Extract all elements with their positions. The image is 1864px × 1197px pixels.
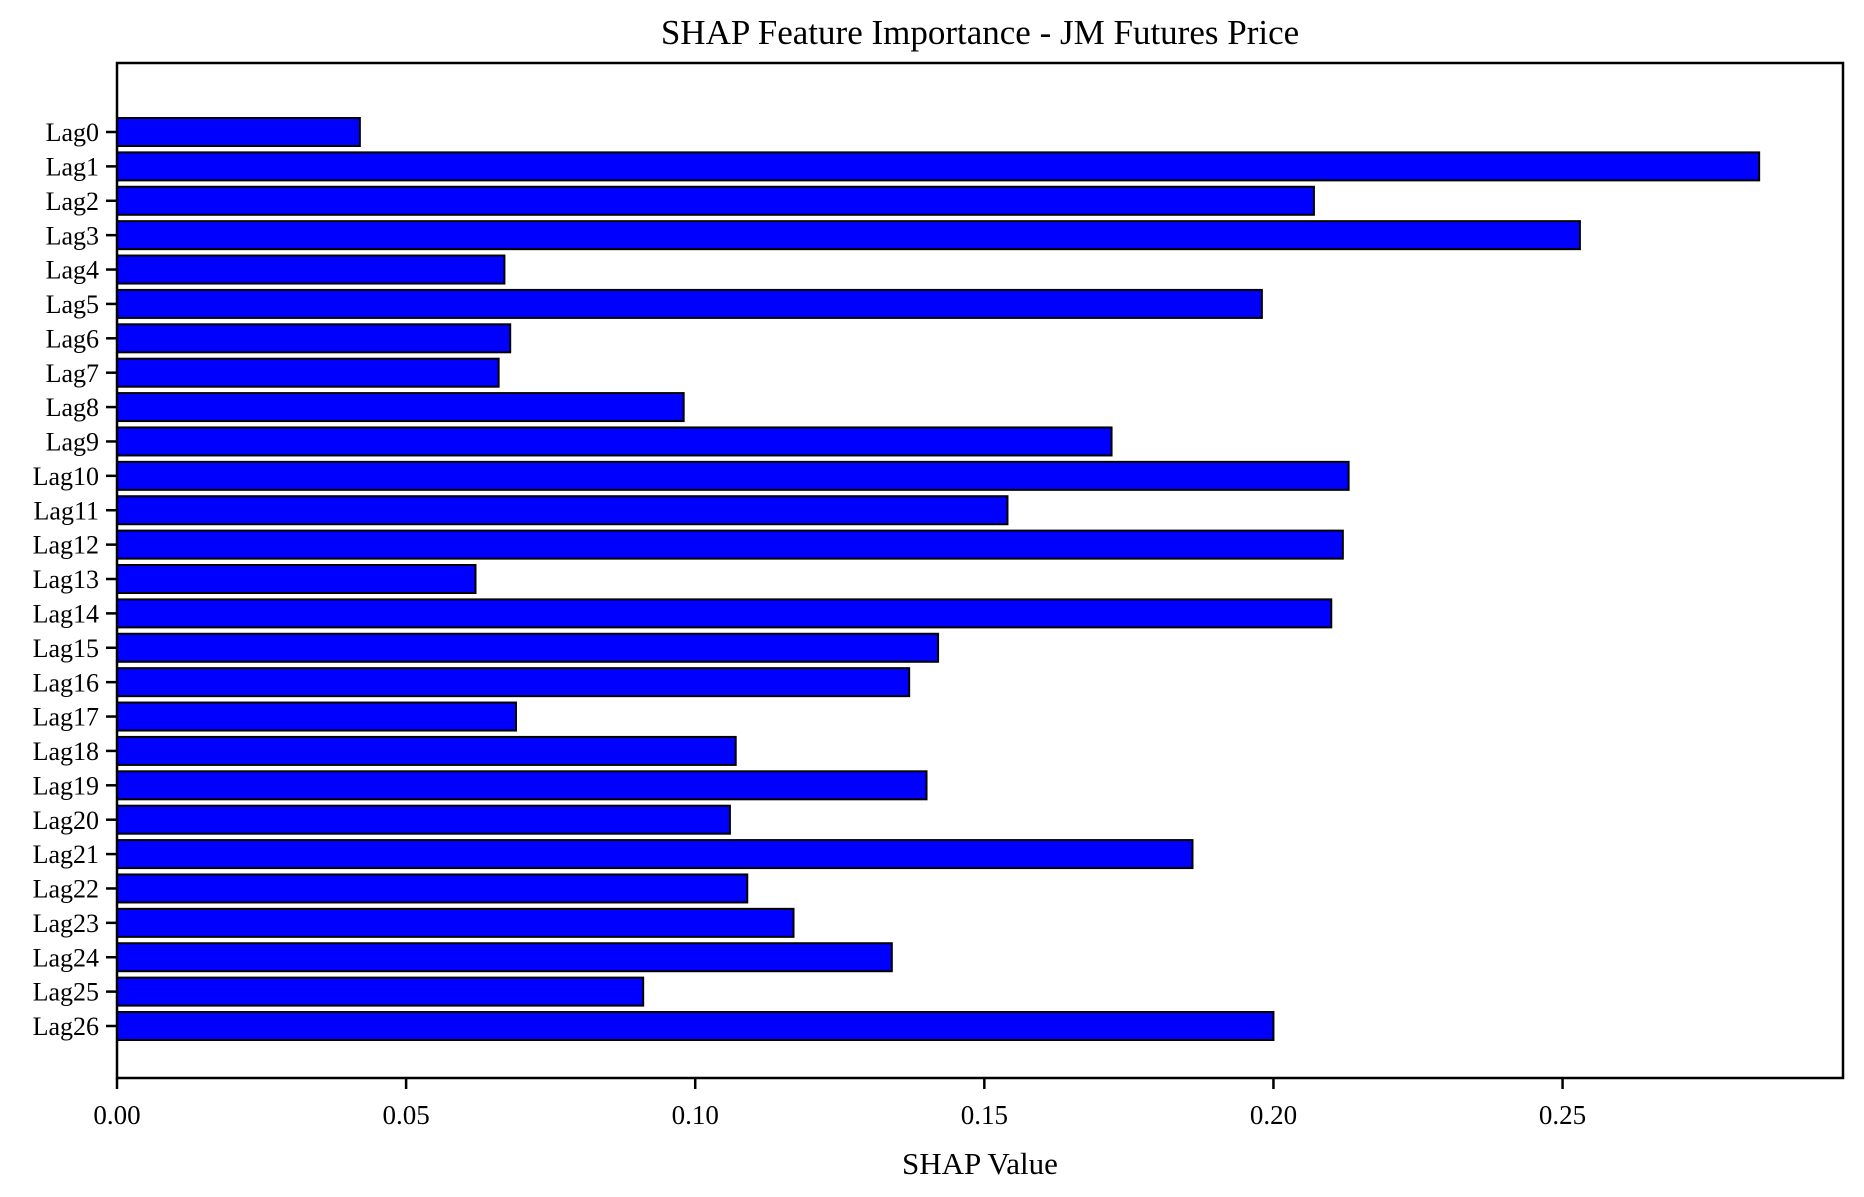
y-tick-label: Lag18 <box>33 737 99 766</box>
y-tick-label: Lag7 <box>46 359 99 388</box>
y-tick-label: Lag11 <box>34 496 99 525</box>
x-tick-label: 0.00 <box>93 1100 140 1130</box>
y-tick-label: Lag22 <box>33 875 99 904</box>
bars-group <box>116 117 1761 1041</box>
y-tick-label: Lag25 <box>33 978 99 1007</box>
y-tick-label: Lag14 <box>33 599 99 628</box>
bar-Lag6 <box>116 323 512 354</box>
bar-Lag26 <box>116 1011 1275 1041</box>
y-tick-label: Lag6 <box>46 324 99 353</box>
x-tick-label: 0.20 <box>1250 1100 1297 1130</box>
y-tick-label: Lag5 <box>46 290 99 319</box>
y-tick-label: Lag17 <box>33 703 99 732</box>
bar-Lag4 <box>116 254 506 285</box>
y-tick-label: Lag26 <box>33 1012 99 1041</box>
bar-Lag11 <box>116 495 1009 526</box>
bar-Lag12 <box>116 529 1344 560</box>
y-tick-label: Lag21 <box>33 840 99 869</box>
y-tick-label: Lag9 <box>46 428 99 457</box>
x-axis: 0.00 0.05 0.10 0.15 0.20 0.25 <box>93 1078 1586 1130</box>
y-tick-label: Lag24 <box>33 943 99 972</box>
bar-Lag16 <box>116 667 911 698</box>
bar-Lag14 <box>116 598 1333 629</box>
y-tick-label: Lag13 <box>33 565 99 594</box>
bar-Lag0 <box>116 117 361 147</box>
y-tick-label: Lag15 <box>33 634 99 663</box>
y-tick-label: Lag19 <box>33 771 99 800</box>
y-tick-label: Lag10 <box>33 462 99 491</box>
y-tick-label: Lag4 <box>46 256 99 285</box>
bar-Lag8 <box>116 392 685 423</box>
x-tick-label: 0.05 <box>382 1100 429 1130</box>
bar-Lag23 <box>116 907 795 938</box>
bar-Lag18 <box>116 735 737 766</box>
x-tick-label: 0.15 <box>961 1100 1008 1130</box>
bar-Lag24 <box>116 942 893 973</box>
bar-Lag5 <box>116 288 1263 319</box>
bar-Lag9 <box>116 426 1113 457</box>
bar-Lag1 <box>116 151 1761 182</box>
bar-Lag20 <box>116 804 731 835</box>
y-tick-label: Lag12 <box>33 531 99 560</box>
bar-Lag2 <box>116 185 1315 216</box>
y-axis: Lag0 Lag1 Lag2 Lag3 Lag4 Lag5 Lag6 Lag7 Lag8 Lag9… <box>33 118 117 1041</box>
y-tick-label: Lag2 <box>46 187 99 216</box>
bar-Lag7 <box>116 357 500 388</box>
y-tick-label: Lag1 <box>46 152 99 181</box>
bar-Lag25 <box>116 976 645 1007</box>
bar-Lag22 <box>116 873 749 904</box>
y-tick-label: Lag3 <box>46 221 99 250</box>
plot-border <box>115 61 1845 1080</box>
y-tick-label: Lag23 <box>33 909 99 938</box>
y-tick-label: Lag0 <box>46 118 99 147</box>
x-axis-label: SHAP Value <box>902 1146 1058 1181</box>
chart-title: SHAP Feature Importance - JM Futures Pri… <box>661 13 1299 52</box>
x-tick-label: 0.25 <box>1539 1100 1586 1130</box>
y-tick-label: Lag8 <box>46 393 99 422</box>
y-tick-label: Lag20 <box>33 806 99 835</box>
bar-Lag19 <box>116 770 928 801</box>
bar-Lag10 <box>116 460 1350 491</box>
bar-Lag17 <box>116 701 517 732</box>
bar-Lag21 <box>116 839 1194 870</box>
bar-Lag15 <box>116 632 940 663</box>
y-tick-label: Lag16 <box>33 668 99 697</box>
x-tick-label: 0.10 <box>672 1100 719 1130</box>
bar-Lag3 <box>116 220 1581 251</box>
bar-Lag13 <box>116 564 477 594</box>
